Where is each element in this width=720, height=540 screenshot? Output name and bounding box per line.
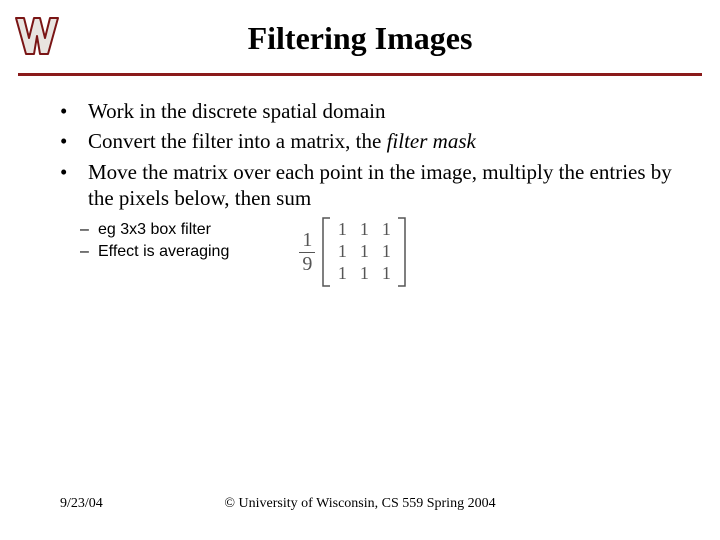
bullet-3: Move the matrix over each point in the i…	[60, 159, 690, 212]
fraction-numerator: 1	[299, 229, 315, 252]
footer-copyright: © University of Wisconsin, CS 559 Spring…	[0, 496, 720, 512]
matrix-fraction: 1 9	[299, 229, 315, 276]
m12: 1	[375, 241, 397, 263]
title-rule	[18, 73, 702, 76]
m02: 1	[375, 219, 397, 241]
sub-area: eg 3x3 box filter Effect is averaging 1 …	[0, 221, 720, 287]
footer: 9/23/04 © University of Wisconsin, CS 55…	[0, 496, 720, 512]
left-bracket-icon	[321, 217, 331, 287]
bullet-1-text: Work in the discrete spatial domain	[88, 99, 385, 123]
m10: 1	[331, 241, 353, 263]
bullet-2-part-a: Convert the filter into a matrix, the	[88, 129, 387, 153]
bullet-2-part-b: filter mask	[387, 129, 476, 153]
m00: 1	[331, 219, 353, 241]
main-bullets: Work in the discrete spatial domain Conv…	[60, 98, 690, 211]
m21: 1	[353, 263, 375, 285]
bullet-2: Convert the filter into a matrix, the fi…	[60, 128, 690, 154]
matrix-grid: 1 1 1 1 1 1 1 1 1	[331, 219, 397, 285]
slide-title: Filtering Images	[0, 0, 720, 73]
sub-bullets: eg 3x3 box filter Effect is averaging	[80, 221, 229, 265]
bullet-1: Work in the discrete spatial domain	[60, 98, 690, 124]
m22: 1	[375, 263, 397, 285]
right-bracket-icon	[397, 217, 407, 287]
sub-bullet-1: eg 3x3 box filter	[80, 221, 229, 239]
m11: 1	[353, 241, 375, 263]
m01: 1	[353, 219, 375, 241]
bullet-3-text: Move the matrix over each point in the i…	[88, 160, 672, 210]
filter-matrix: 1 9 1 1 1 1 1 1 1 1 1	[299, 217, 407, 287]
m20: 1	[331, 263, 353, 285]
sub-bullet-2: Effect is averaging	[80, 243, 229, 261]
footer-date: 9/23/04	[60, 496, 103, 512]
fraction-denominator: 9	[299, 253, 315, 276]
wisconsin-logo	[12, 10, 62, 60]
